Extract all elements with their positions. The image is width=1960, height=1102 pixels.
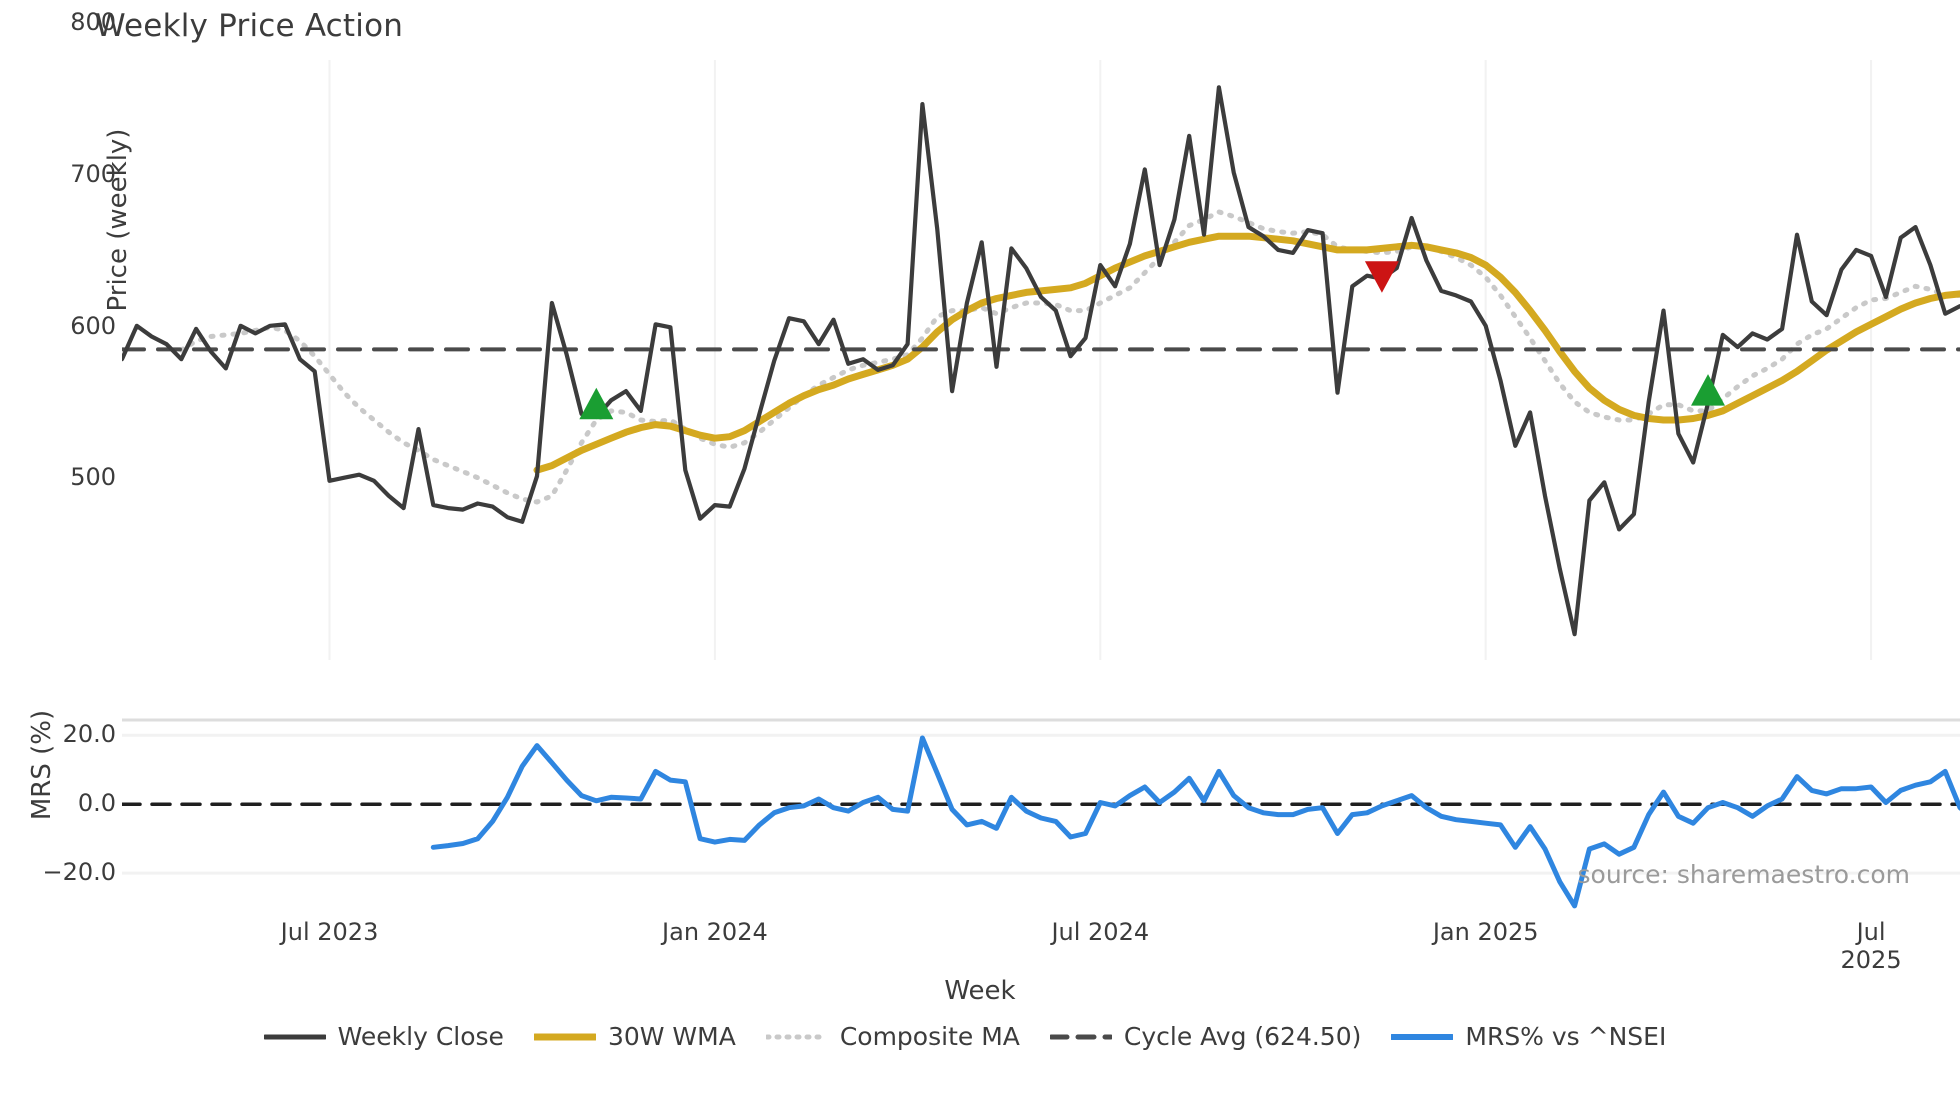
- price-y-tick-label: 500: [70, 463, 116, 492]
- price-y-tick-label: 800: [70, 7, 116, 36]
- mrs-chart-plot: [122, 718, 1960, 909]
- x-tick-label: Jul 2025: [1840, 918, 1902, 974]
- sell-signal-marker: [1364, 261, 1399, 293]
- legend-swatch: [764, 1026, 830, 1048]
- legend-label: Cycle Avg (624.50): [1123, 1022, 1362, 1051]
- buy-signal-marker: [1691, 374, 1726, 406]
- buy-signal-marker: [579, 387, 614, 420]
- mrs-y-tick-label: −20.0: [42, 858, 116, 887]
- legend-item[interactable]: Weekly Close: [262, 1022, 504, 1051]
- x-axis-label: Week: [944, 976, 1016, 1006]
- x-tick-label: Jan 2025: [1432, 918, 1539, 946]
- mrs-line: [430, 735, 1960, 909]
- legend-label: MRS% vs ^NSEI: [1465, 1022, 1667, 1051]
- legend-item[interactable]: MRS% vs ^NSEI: [1389, 1022, 1667, 1051]
- legend-swatch: [1048, 1026, 1114, 1048]
- x-tick-label: Jan 2024: [662, 918, 768, 946]
- page-title: Weekly Price Action: [95, 8, 404, 44]
- price-y-ticks: 800 700 600 500: [0, 0, 122, 660]
- legend-item[interactable]: Cycle Avg (624.50): [1048, 1022, 1362, 1051]
- legend-item[interactable]: Composite MA: [764, 1022, 1020, 1051]
- wma-30w-line: [533, 232, 1960, 474]
- x-ticks: Jul 2023 Jan 2024 Jul 2024 Jan 2025 Jul 2025: [0, 918, 1960, 974]
- composite-ma-line: [178, 209, 1960, 505]
- legend-swatch: [1389, 1026, 1456, 1048]
- legend-swatch: [262, 1026, 328, 1048]
- mrs-y-tick-label: 0.0: [77, 789, 116, 818]
- legend-label: Weekly Close: [337, 1022, 504, 1051]
- mrs-y-ticks: 20.0 0.0 −20.0: [0, 660, 122, 920]
- price-y-tick-label: 700: [70, 159, 116, 188]
- legend-item[interactable]: 30W WMA: [531, 1022, 736, 1051]
- price-y-tick-label: 600: [70, 311, 116, 340]
- legend-label: Composite MA: [839, 1022, 1020, 1051]
- legend-label: 30W WMA: [607, 1022, 736, 1051]
- x-tick-label: Jul 2024: [1051, 918, 1150, 946]
- legend-swatch: [531, 1026, 599, 1048]
- chart-legend: Weekly Close 30W WMA Composite MA Cycle Avg…: [0, 1022, 1960, 1051]
- source-attribution: source: sharemaestro.com: [1577, 860, 1911, 889]
- mrs-y-tick-label: 20.0: [62, 720, 116, 749]
- weekly-close-line: [122, 85, 1960, 637]
- price-chart-plot: [122, 60, 1960, 660]
- x-tick-label: Jul 2023: [280, 918, 379, 946]
